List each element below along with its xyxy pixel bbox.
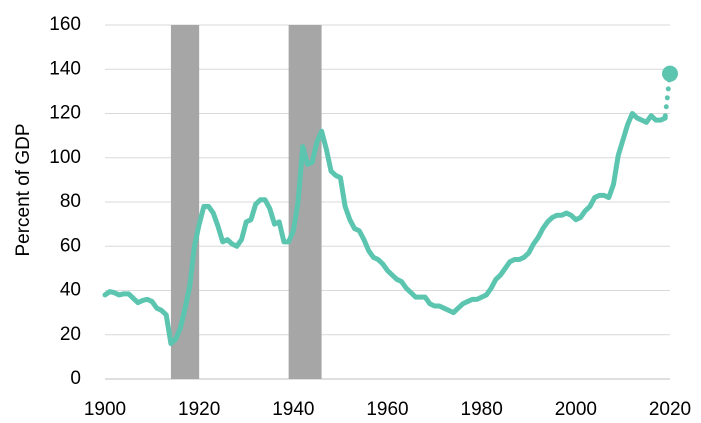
y-tick-label: 20 xyxy=(60,324,81,345)
x-tick-label: 2000 xyxy=(555,399,597,420)
x-tick-label: 1940 xyxy=(272,399,314,420)
y-tick-label: 80 xyxy=(60,191,81,212)
y-tick-label: 100 xyxy=(49,147,81,168)
y-tick-label: 60 xyxy=(60,235,81,256)
x-tick-label: 1980 xyxy=(461,399,503,420)
y-tick-label: 0 xyxy=(70,368,81,389)
shaded-period xyxy=(288,25,322,379)
y-tick-label: 140 xyxy=(49,58,81,79)
x-tick-label: 1900 xyxy=(84,399,126,420)
x-tick-label: 1960 xyxy=(366,399,408,420)
y-tick-label: 120 xyxy=(49,103,81,124)
x-tick-label: 2020 xyxy=(649,399,691,420)
projection-marker xyxy=(662,65,678,82)
data-line xyxy=(102,111,668,347)
x-tick-label: 1920 xyxy=(178,399,220,420)
shaded-period xyxy=(170,25,200,379)
y-tick-label: 160 xyxy=(49,14,81,35)
y-axis-label: Percent of GDP xyxy=(13,123,34,256)
y-tick-label: 40 xyxy=(60,280,81,301)
